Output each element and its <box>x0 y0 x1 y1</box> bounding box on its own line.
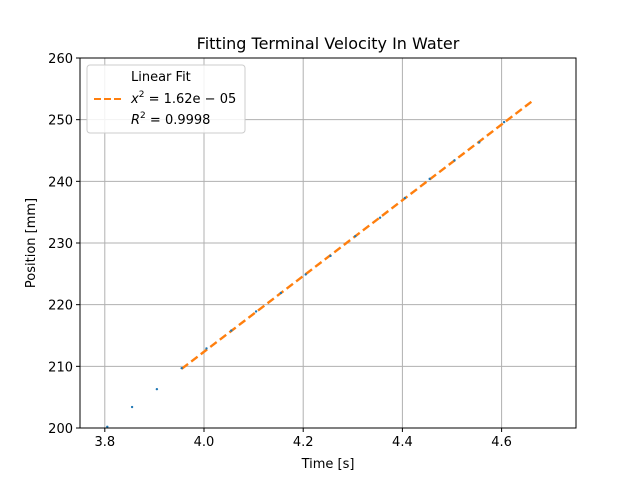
x-tick-label: 4.0 <box>194 435 215 450</box>
data-point <box>329 254 332 258</box>
legend-chi-square-var: x <box>130 92 139 107</box>
y-tick-label: 200 <box>48 422 73 437</box>
data-point <box>230 329 233 332</box>
fit-line <box>180 100 533 370</box>
x-tick-label: 4.2 <box>293 435 314 450</box>
data-point <box>428 177 431 181</box>
legend-chi-square: x2 = 1.62e − 05 <box>130 90 236 107</box>
data-point <box>304 273 307 276</box>
y-tick-label: 210 <box>48 360 73 375</box>
x-tick-label: 4.6 <box>491 435 512 450</box>
data-point <box>254 310 258 313</box>
chart-title: Fitting Terminal Velocity In Water <box>197 34 460 53</box>
data-point <box>354 235 357 238</box>
legend-box <box>86 64 246 134</box>
legend-r-squared-var: R <box>131 113 140 128</box>
data-point <box>403 196 407 200</box>
y-tick-label: 260 <box>48 52 73 67</box>
x-tick-label: 4.4 <box>392 435 413 450</box>
y-tick-label: 230 <box>48 237 73 252</box>
y-tick-label: 240 <box>48 175 73 190</box>
data-point <box>502 120 506 124</box>
legend-chi-square-value: = 1.62e − 05 <box>144 92 236 107</box>
y-tick-label: 250 <box>48 114 73 129</box>
axis-ticks: 3.8 4.0 4.2 4.4 4.6 200 210 220 230 240 250 260 <box>48 52 512 450</box>
legend-chi-square-exp: 2 <box>139 90 145 100</box>
data-point <box>453 159 456 162</box>
grid-lines <box>80 57 576 429</box>
legend-r-squared: R2 = 0.9998 <box>131 111 210 128</box>
y-tick-label: 220 <box>48 299 73 314</box>
data-point <box>378 216 382 219</box>
data-point <box>279 291 283 295</box>
data-point <box>205 347 208 350</box>
x-axis-label: Time [s] <box>301 457 355 472</box>
data-point <box>478 141 481 144</box>
data-point <box>106 425 109 428</box>
data-point <box>180 366 183 370</box>
legend-r-squared-value: = 0.9998 <box>146 113 211 128</box>
x-tick-label: 3.8 <box>94 435 115 450</box>
data-point <box>130 405 134 409</box>
legend: Linear Fit x2 = 1.62e − 05 R2 = 0.9998 <box>86 64 246 134</box>
y-axis-label: Position [mm] <box>24 198 39 288</box>
data-point <box>155 387 159 391</box>
data-layer <box>106 100 533 428</box>
legend-r-squared-exp: 2 <box>140 111 146 121</box>
legend-title: Linear Fit <box>131 70 191 85</box>
